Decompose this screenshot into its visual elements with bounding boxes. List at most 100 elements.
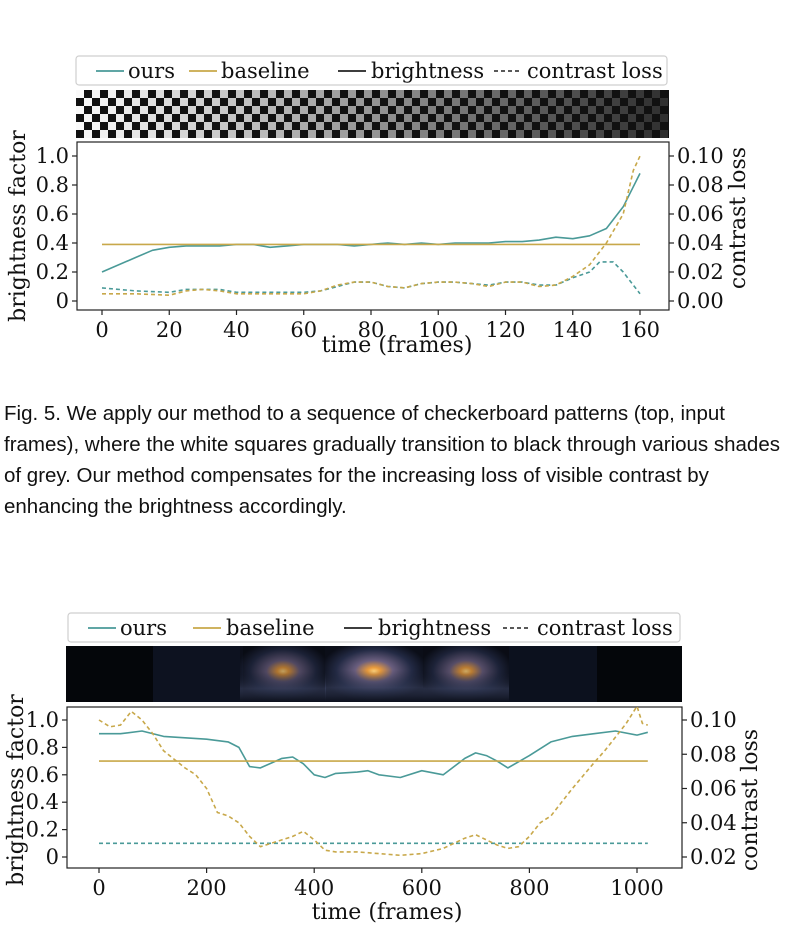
checker-square bbox=[644, 114, 652, 122]
checker-square bbox=[628, 130, 636, 138]
checker-square bbox=[324, 130, 332, 138]
plot-1-frame bbox=[76, 141, 670, 311]
checker-square bbox=[148, 114, 156, 122]
checker-square bbox=[388, 130, 396, 138]
checker-square bbox=[444, 90, 452, 98]
checker-square bbox=[116, 114, 124, 122]
checker-square bbox=[356, 98, 364, 106]
checker-square bbox=[468, 98, 476, 106]
y2-tick-label: 0.02 bbox=[677, 260, 724, 284]
checker-square bbox=[172, 106, 180, 114]
checker-square bbox=[364, 90, 372, 98]
legend-2-contrast-label: contrast loss bbox=[537, 616, 673, 640]
checker-square bbox=[564, 98, 572, 106]
checker-square bbox=[164, 130, 172, 138]
checker-square bbox=[300, 90, 308, 98]
checker-square bbox=[572, 106, 580, 114]
x-tick-label: 80 bbox=[358, 318, 385, 342]
checker-square bbox=[380, 90, 388, 98]
checker-square bbox=[108, 90, 116, 98]
checker-square bbox=[660, 98, 668, 106]
checker-square bbox=[540, 106, 548, 114]
checker-square bbox=[332, 106, 340, 114]
checker-square bbox=[324, 114, 332, 122]
checker-square bbox=[220, 90, 228, 98]
y-tick-label: 0.2 bbox=[36, 260, 69, 284]
series-baseline-contrast-loss bbox=[98, 705, 649, 857]
checker-square bbox=[644, 130, 652, 138]
checker-square bbox=[588, 122, 596, 130]
checker-square bbox=[500, 98, 508, 106]
checker-square bbox=[204, 90, 212, 98]
checker-square bbox=[276, 130, 284, 138]
checker-square bbox=[492, 106, 500, 114]
checker-square bbox=[228, 130, 236, 138]
checker-square bbox=[404, 98, 412, 106]
x-tick-label: 600 bbox=[402, 876, 442, 900]
checker-square bbox=[164, 114, 172, 122]
checker-square bbox=[124, 122, 132, 130]
checker-square bbox=[428, 90, 436, 98]
checker-square bbox=[180, 130, 188, 138]
checker-square bbox=[260, 130, 268, 138]
checker-square bbox=[356, 130, 364, 138]
checker-square bbox=[364, 122, 372, 130]
checker-square bbox=[460, 106, 468, 114]
y-tick-label: 1.0 bbox=[36, 144, 69, 168]
series-ours-brightness bbox=[101, 173, 641, 273]
checker-square bbox=[188, 122, 196, 130]
checker-square bbox=[84, 98, 92, 106]
legend-2-ours-label: ours bbox=[120, 616, 167, 640]
checker-square bbox=[284, 106, 292, 114]
y-tick-label: 0.4 bbox=[36, 231, 69, 255]
y-tick-label: 0.6 bbox=[36, 202, 69, 226]
checker-square bbox=[476, 106, 484, 114]
checker-square bbox=[404, 130, 412, 138]
checker-square bbox=[316, 122, 324, 130]
checker-square bbox=[180, 114, 188, 122]
y2-tick-label: 0.08 bbox=[677, 173, 724, 197]
y-tick-label: 0 bbox=[46, 845, 59, 869]
checker-square bbox=[436, 114, 444, 122]
checker-square bbox=[572, 122, 580, 130]
checker-square bbox=[116, 98, 124, 106]
checker-square bbox=[244, 114, 252, 122]
checker-square bbox=[260, 98, 268, 106]
y-tick-label: 1.0 bbox=[26, 708, 59, 732]
checker-square bbox=[452, 114, 460, 122]
checker-square bbox=[228, 98, 236, 106]
checker-square bbox=[308, 130, 316, 138]
checker-square bbox=[396, 90, 404, 98]
checker-square bbox=[356, 114, 364, 122]
checker-square bbox=[348, 106, 356, 114]
checker-square bbox=[500, 114, 508, 122]
checker-square bbox=[124, 90, 132, 98]
checker-square bbox=[292, 114, 300, 122]
checker-square bbox=[396, 106, 404, 114]
checker-square bbox=[164, 98, 172, 106]
checker-square bbox=[284, 122, 292, 130]
y2-tick-label: 0.04 bbox=[677, 231, 724, 255]
checker-square bbox=[236, 106, 244, 114]
checker-square bbox=[556, 122, 564, 130]
legend-2-brightness-label: brightness bbox=[378, 616, 491, 640]
checker-square bbox=[132, 130, 140, 138]
checker-square bbox=[508, 90, 516, 98]
checker-square bbox=[372, 130, 380, 138]
caption-text: We apply our method to a sequence of che… bbox=[4, 402, 780, 518]
checker-square bbox=[628, 98, 636, 106]
checker-square bbox=[196, 130, 204, 138]
y-tick-label: 0.6 bbox=[26, 763, 59, 787]
checker-square bbox=[532, 114, 540, 122]
checker-square bbox=[380, 106, 388, 114]
checker-square bbox=[372, 98, 380, 106]
checker-square bbox=[364, 106, 372, 114]
checker-square bbox=[460, 122, 468, 130]
checker-square bbox=[604, 122, 612, 130]
checker-square bbox=[636, 90, 644, 98]
frame-thumb-1 bbox=[153, 646, 243, 702]
y-tick-label: 0 bbox=[56, 289, 69, 313]
x-tick-label: 200 bbox=[187, 876, 227, 900]
plot-1-y2label: contrast loss bbox=[726, 147, 751, 289]
legend-1-ours-label: ours bbox=[128, 59, 175, 83]
